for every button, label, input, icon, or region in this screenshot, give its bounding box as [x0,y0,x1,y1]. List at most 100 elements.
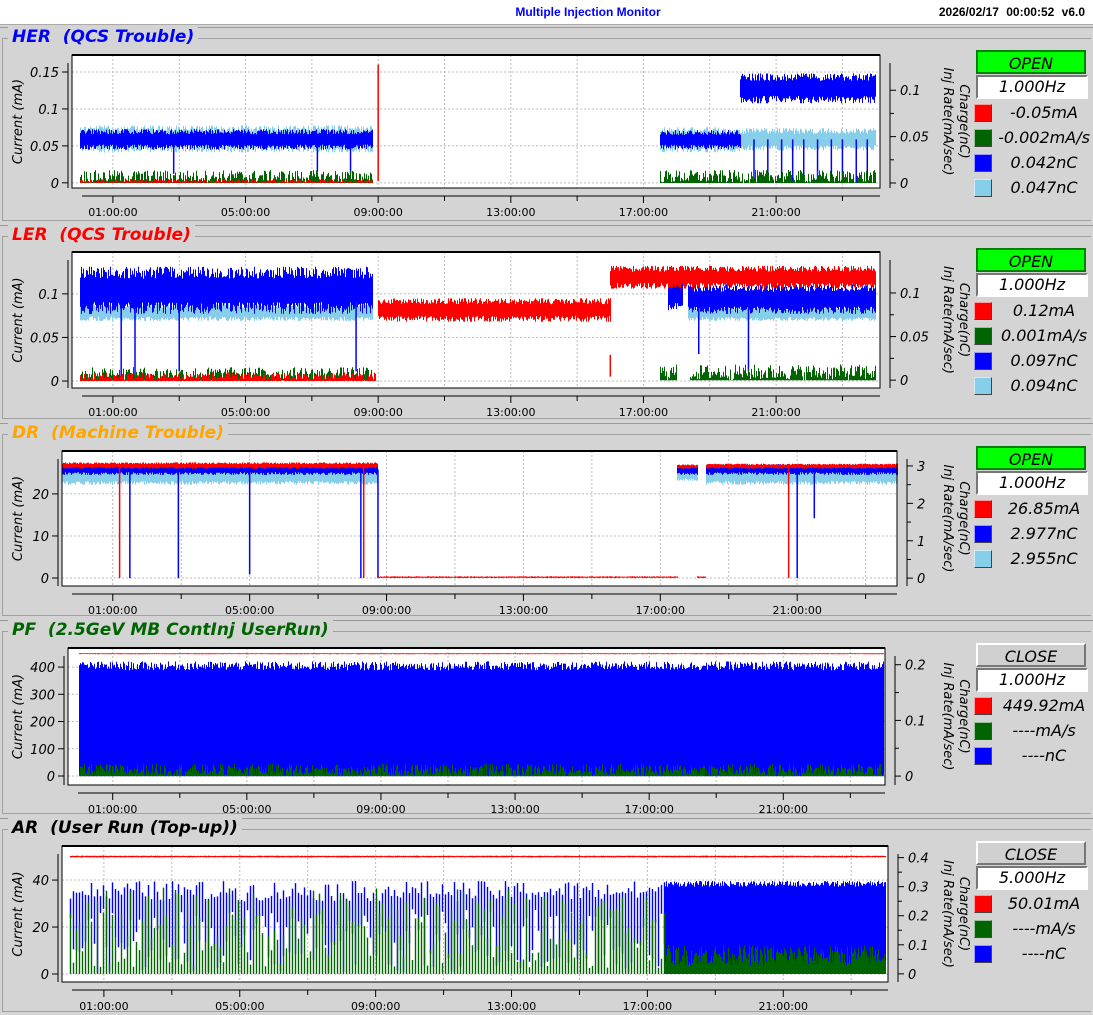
right-axis-title: Charge(nC) [956,481,971,555]
color-swatch[interactable] [974,179,992,197]
gate-status-button[interactable]: CLOSE [976,841,1086,865]
color-swatch[interactable] [974,327,992,345]
color-swatch[interactable] [974,722,992,740]
chart-3: 0 100 200 300 400 Current (mA) 0 0.1 0.2 Charge(n… [11,647,971,816]
right-tick-label: 0 [917,572,925,587]
injection-rate-field: 1.000Hz [976,471,1088,495]
series-2-segment [677,464,698,469]
gate-status-button[interactable]: OPEN [976,446,1086,470]
series-1-segment [668,275,683,311]
readout-row: 26.85mA [974,498,1092,520]
gate-status-button[interactable]: CLOSE [976,643,1086,667]
right-tick-label: 0.05 [900,131,929,146]
color-swatch[interactable] [974,747,992,765]
readout-row: 0.042nC [974,152,1092,174]
left-tick-label: 20 [32,921,49,936]
chart-2: 0 10 20 Current (mA) 0 1 2 3 Charge(nC)Inj Rate(… [11,450,971,617]
x-tick-label: 21:00:00 [772,604,821,617]
right-tick-label: 0.1 [908,939,929,954]
series-2-segment [79,653,884,655]
series-2-segment [697,576,706,578]
right-tick-label: 0 [905,770,913,785]
x-tick-label: 21:00:00 [759,803,808,816]
left-tick-label: 0.1 [38,288,59,303]
color-swatch[interactable] [974,500,992,518]
series-1-segment [80,266,373,314]
left-tick-label: 0.15 [30,66,59,81]
readout-row: 0.001mA/s [974,325,1092,347]
left-tick-label: 300 [30,688,55,703]
x-tick-label: 13:00:00 [486,406,535,419]
color-swatch[interactable] [974,550,992,568]
color-swatch[interactable] [974,697,992,715]
color-swatch[interactable] [974,895,992,913]
right-tick-label: 0.3 [908,881,929,896]
left-tick-label: 0 [41,968,49,983]
left-tick-label: 0 [51,177,59,192]
left-tick-label: 0.05 [30,140,59,155]
color-swatch[interactable] [974,525,992,543]
gate-status-button[interactable]: OPEN [976,248,1086,272]
color-swatch[interactable] [974,945,992,963]
x-tick-label: 13:00:00 [487,1000,536,1013]
x-tick-label: 17:00:00 [619,206,668,219]
right-tick-label: 0 [908,968,916,983]
ring-status: (2.5GeV MB ContInj UserRun) [47,620,329,640]
right-axis-title: Charge(nC) [956,877,971,951]
group-frame [2,631,1091,814]
readout-row: 0.047nC [974,177,1092,199]
injection-rate-field: 1.000Hz [976,273,1088,297]
left-tick-label: 0 [47,770,55,785]
injection-rate-field: 1.000Hz [976,75,1088,99]
left-axis-title: Current (mA) [11,79,26,164]
x-tick-label: 09:00:00 [353,206,402,219]
series-1-segment [677,466,698,475]
title-bar: Multiple Injection Monitor 2026/02/17 00… [0,0,1093,25]
right-axis-title: Inj Rate(mA/sec) [940,465,955,573]
right-tick-label: 0.1 [900,84,921,99]
version: v6.0 [1061,5,1085,19]
readout-value: -0.002mA/s [998,128,1090,147]
readout-value: 0.094nC [1010,376,1078,395]
series-0-segment [688,306,876,321]
x-tick-label: 05:00:00 [225,604,274,617]
group-frame [2,434,1091,616]
readout-value: 0.042nC [1010,153,1078,172]
series-1-segment [688,284,876,314]
right-axis-title: Charge(nC) [956,283,971,357]
x-tick-label: 09:00:00 [351,1000,400,1013]
ring-name: DR [12,423,40,443]
readout-value: 26.85mA [1007,499,1081,518]
x-tick-label: 09:00:00 [353,406,402,419]
x-tick-label: 17:00:00 [636,604,685,617]
gate-status-button[interactable]: OPEN [976,50,1086,74]
x-tick-label: 21:00:00 [751,406,800,419]
right-axis-title: Inj Rate(mA/sec) [940,663,955,771]
color-swatch[interactable] [974,302,992,320]
x-tick-label: 13:00:00 [499,604,548,617]
readout-value: 449.92mA [1002,696,1086,715]
color-swatch[interactable] [974,352,992,370]
readout-row: ----mA/s [974,918,1092,940]
group-frame [2,236,1091,419]
series-2-segment [660,364,677,381]
left-tick-label: 40 [32,874,49,889]
left-tick-label: 0.05 [30,331,59,346]
readout-value: 2.977nC [1010,524,1078,543]
color-swatch[interactable] [974,377,992,395]
right-tick-label: 0 [900,177,908,192]
series-2-segment [660,170,876,183]
color-swatch[interactable] [974,154,992,172]
injection-rate-field: 1.000Hz [976,668,1088,692]
readout-row: ----mA/s [974,720,1092,742]
color-swatch[interactable] [974,920,992,938]
series-0-segment [677,469,698,481]
panel-title: HER (QCS Trouble) [8,27,199,47]
left-axis-title: Current (mA) [11,476,26,561]
color-swatch[interactable] [974,104,992,122]
series-0-segment [706,469,898,485]
ring-status: (User Run (Top-up)) [50,818,238,838]
color-swatch[interactable] [974,129,992,147]
x-tick-label: 13:00:00 [486,206,535,219]
x-tick-label: 17:00:00 [624,803,673,816]
